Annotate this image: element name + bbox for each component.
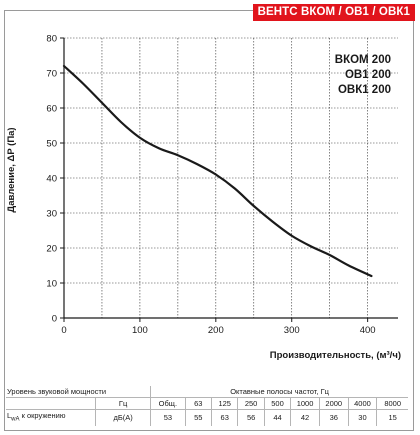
- freq-cell: 250: [237, 397, 265, 410]
- y-tick-label: 20: [46, 243, 57, 254]
- table-row: Гц Общ. 63 125 250 500 1000 2000 4000 80…: [6, 397, 408, 410]
- x-tick-label: 300: [284, 325, 300, 336]
- sound-power-table: Уровень звуковой мощности Октавные полос…: [6, 386, 408, 426]
- empty-cell: [6, 397, 96, 410]
- x-tick-labels: 0 100 200 300 400: [61, 325, 375, 336]
- y-tick-label: 80: [46, 33, 57, 44]
- x-tick-label: 200: [208, 325, 224, 336]
- model-label-2: ОВ1 200: [345, 69, 391, 81]
- model-label-1: ВКОМ 200: [335, 54, 391, 66]
- freq-cell: 125: [210, 397, 238, 410]
- y-tick-label: 0: [52, 313, 57, 324]
- series-banner: ВЕНТС ВКОМ / ОВ1 / ОВК1: [252, 4, 415, 21]
- level-cell: 15: [376, 409, 408, 426]
- freq-cell: 63: [184, 397, 212, 410]
- y-tick-labels: 0 10 20 30 40 50 60 70 80: [46, 33, 57, 324]
- x-tick-label: 0: [61, 325, 66, 336]
- freq-cell: 8000: [376, 397, 408, 410]
- x-axis-label: Производительность, (м³/ч): [270, 350, 401, 361]
- y-tick-label: 10: [46, 278, 57, 289]
- freq-cell: 1000: [290, 397, 320, 410]
- freq-cell: 2000: [318, 397, 349, 410]
- x-tick-label: 100: [132, 325, 148, 336]
- lwa-label: LwA к окружению: [6, 409, 96, 426]
- axes: [60, 37, 398, 322]
- unit-hz: Гц: [95, 397, 151, 410]
- pressure-curve: [62, 64, 373, 278]
- y-tick-label: 30: [46, 208, 57, 219]
- lwa-label-suffix: к окружению: [19, 411, 66, 420]
- lwa-label-sub: wA: [11, 416, 20, 423]
- chart-frame: [4, 10, 414, 431]
- table-row: LwA к окружению дБ(А) 53 55 63 56 44 42 …: [6, 409, 408, 426]
- y-tick-label: 50: [46, 138, 57, 149]
- performance-chart: 0 10 20 30 40 50 60 70 80 0 100 200 300 400 Давление…: [6, 33, 401, 361]
- lwa-label-prefix: L: [7, 411, 12, 420]
- freq-cell: 4000: [347, 397, 377, 410]
- unit-dba: дБ(А): [95, 409, 151, 426]
- freq-cell: Общ.: [150, 397, 186, 410]
- x-tick-label: 400: [360, 325, 376, 336]
- level-cell: 56: [237, 409, 265, 426]
- level-cell: 30: [347, 409, 377, 426]
- freq-cell: 500: [263, 397, 291, 410]
- y-axis-label: Давление, ΔP (Па): [6, 127, 17, 212]
- y-tick-label: 60: [46, 103, 57, 114]
- level-cell: 44: [263, 409, 291, 426]
- level-cell: 42: [290, 409, 320, 426]
- sound-level-label: Уровень звуковой мощности: [7, 387, 107, 396]
- level-cell: 53: [150, 409, 186, 426]
- octave-bands-header: Октавные полосы частот, Гц: [150, 386, 408, 398]
- model-label-3: ОВК1 200: [338, 84, 391, 96]
- level-cell: 36: [318, 409, 349, 426]
- y-tick-label: 40: [46, 173, 57, 184]
- y-tick-label: 70: [46, 68, 57, 79]
- level-cell: 63: [210, 409, 238, 426]
- level-cell: 55: [184, 409, 212, 426]
- table-row: Уровень звуковой мощности Октавные полос…: [6, 386, 408, 398]
